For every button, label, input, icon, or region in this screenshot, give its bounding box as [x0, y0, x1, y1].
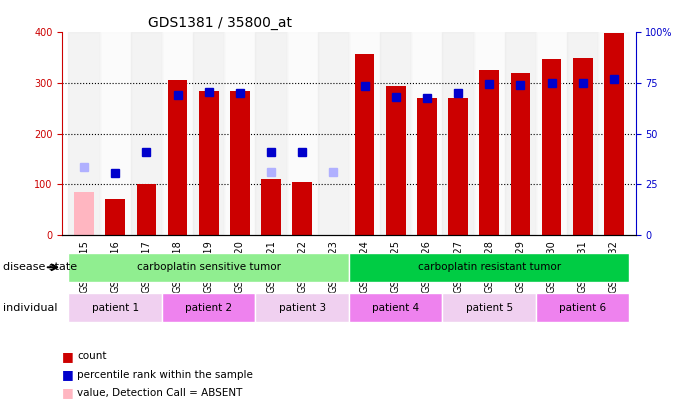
- Bar: [573, 58, 593, 235]
- Bar: [511, 73, 530, 235]
- Bar: [68, 32, 100, 235]
- Bar: [386, 85, 406, 235]
- Text: patient 3: patient 3: [278, 303, 325, 313]
- Text: ■: ■: [62, 350, 74, 363]
- Bar: [536, 32, 567, 235]
- FancyBboxPatch shape: [349, 253, 630, 282]
- FancyBboxPatch shape: [349, 293, 442, 322]
- Bar: [74, 192, 94, 235]
- Bar: [480, 70, 499, 235]
- Text: patient 2: patient 2: [185, 303, 232, 313]
- Text: patient 6: patient 6: [559, 303, 606, 313]
- Bar: [442, 32, 473, 235]
- Bar: [411, 32, 442, 235]
- Bar: [448, 98, 468, 235]
- Bar: [505, 32, 536, 235]
- Bar: [354, 54, 375, 235]
- Bar: [473, 32, 505, 235]
- Text: patient 1: patient 1: [92, 303, 139, 313]
- Bar: [292, 182, 312, 235]
- Text: value, Detection Call = ABSENT: value, Detection Call = ABSENT: [77, 388, 243, 398]
- Bar: [349, 32, 380, 235]
- Bar: [131, 32, 162, 235]
- Bar: [193, 32, 225, 235]
- Bar: [567, 32, 598, 235]
- Bar: [199, 91, 218, 235]
- FancyBboxPatch shape: [256, 293, 349, 322]
- Text: ■: ■: [62, 368, 74, 381]
- Text: count: count: [77, 352, 107, 361]
- Bar: [137, 184, 156, 235]
- Bar: [318, 32, 349, 235]
- Bar: [542, 59, 561, 235]
- Bar: [261, 179, 281, 235]
- Text: percentile rank within the sample: percentile rank within the sample: [77, 370, 254, 379]
- Text: carboplatin resistant tumor: carboplatin resistant tumor: [417, 262, 561, 272]
- FancyBboxPatch shape: [68, 293, 162, 322]
- Text: patient 5: patient 5: [466, 303, 513, 313]
- FancyBboxPatch shape: [536, 293, 630, 322]
- Text: patient 4: patient 4: [372, 303, 419, 313]
- Bar: [287, 32, 318, 235]
- Bar: [168, 81, 187, 235]
- Bar: [230, 91, 249, 235]
- Bar: [604, 34, 624, 235]
- Bar: [598, 32, 630, 235]
- Bar: [105, 200, 125, 235]
- Bar: [256, 32, 287, 235]
- Bar: [225, 32, 256, 235]
- Text: disease state: disease state: [3, 262, 77, 272]
- FancyBboxPatch shape: [162, 293, 256, 322]
- Text: ■: ■: [62, 386, 74, 399]
- FancyBboxPatch shape: [68, 253, 349, 282]
- Text: individual: individual: [3, 303, 58, 313]
- Bar: [380, 32, 411, 235]
- Bar: [417, 98, 437, 235]
- Bar: [100, 32, 131, 235]
- Bar: [162, 32, 193, 235]
- Text: carboplatin sensitive tumor: carboplatin sensitive tumor: [137, 262, 281, 272]
- FancyBboxPatch shape: [442, 293, 536, 322]
- Text: GDS1381 / 35800_at: GDS1381 / 35800_at: [148, 16, 292, 30]
